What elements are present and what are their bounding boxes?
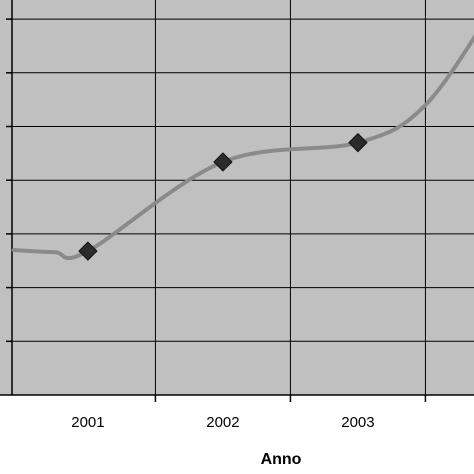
x-tick-label: 2003 <box>341 414 374 431</box>
plot-area <box>0 0 474 395</box>
data-point-marker <box>213 152 233 172</box>
data-point-marker <box>78 241 98 261</box>
x-axis-tick-labels: 2001200220032 <box>71 414 374 431</box>
x-tick-label: 2002 <box>206 414 239 431</box>
horizontal-gridlines <box>12 18 474 342</box>
x-tick-label: 2001 <box>71 414 104 431</box>
x-axis-ticks <box>154 395 427 402</box>
series-markers <box>78 132 368 261</box>
x-axis-title: Anno <box>261 451 302 468</box>
y-axis-ticks <box>6 18 12 343</box>
data-point-marker <box>348 132 368 153</box>
vertical-gridlines <box>154 0 426 395</box>
